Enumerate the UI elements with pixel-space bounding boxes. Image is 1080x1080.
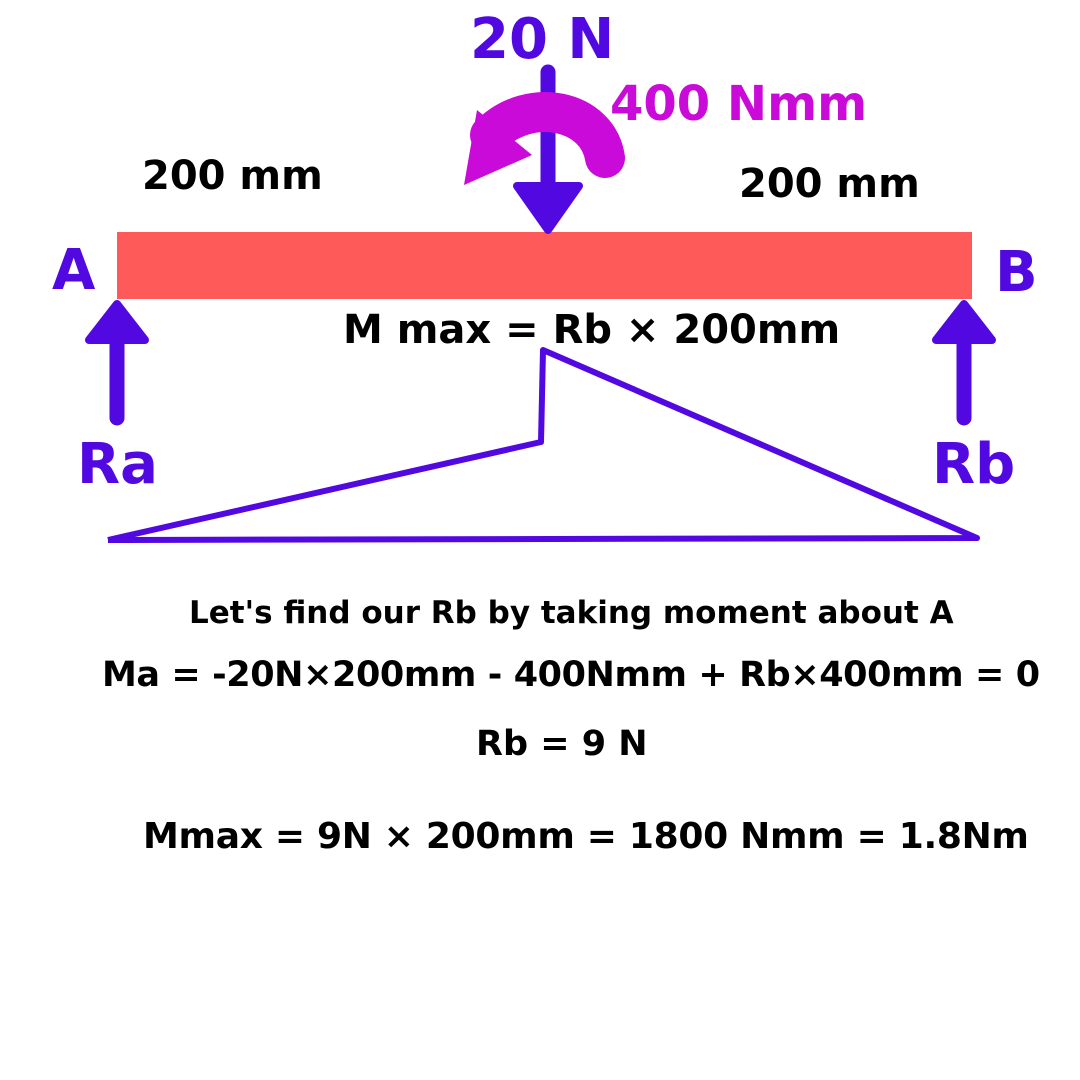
- end-a-label: A: [52, 238, 96, 303]
- left-span-label: 200 mm: [142, 153, 323, 199]
- rb-result: Rb = 9 N: [476, 724, 648, 764]
- solution-intro: Let's find our Rb by taking moment about…: [189, 595, 954, 631]
- mmax-result: Mmax = 9N × 200mm = 1800 Nmm = 1.8Nm: [143, 816, 1029, 857]
- reaction-arrow-a: [85, 300, 149, 426]
- reaction-arrow-b: [932, 300, 996, 426]
- applied-moment-arrow: [464, 92, 625, 185]
- reaction-b-label: Rb: [932, 432, 1016, 497]
- bending-moment-diagram: [107, 347, 980, 543]
- force-label: 20 N: [470, 7, 615, 72]
- max-moment-label: M max = Rb × 200mm: [343, 307, 841, 353]
- end-b-label: B: [995, 240, 1038, 305]
- beam: [117, 232, 972, 299]
- moment-equation: Ma = -20N×200mm - 400Nmm + Rb×400mm = 0: [102, 655, 1040, 695]
- moment-label: 400 Nmm: [610, 76, 868, 132]
- right-span-label: 200 mm: [739, 161, 920, 207]
- reaction-a-label: Ra: [77, 432, 158, 497]
